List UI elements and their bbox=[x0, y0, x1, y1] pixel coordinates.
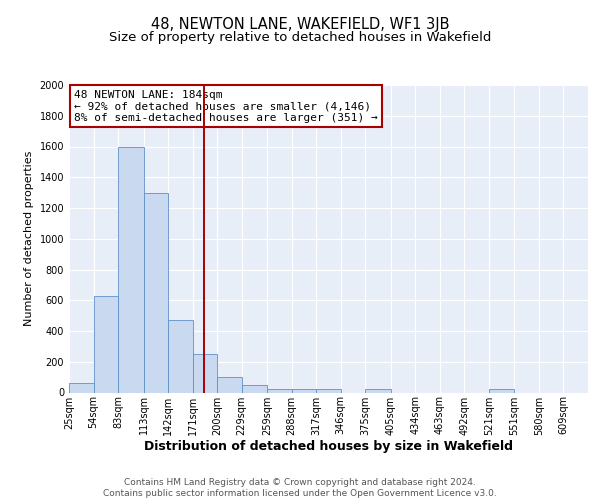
Bar bbox=[292, 390, 316, 392]
Text: 48 NEWTON LANE: 184sqm
← 92% of detached houses are smaller (4,146)
8% of semi-d: 48 NEWTON LANE: 184sqm ← 92% of detached… bbox=[74, 90, 378, 123]
Text: 48, NEWTON LANE, WAKEFIELD, WF1 3JB: 48, NEWTON LANE, WAKEFIELD, WF1 3JB bbox=[151, 18, 449, 32]
Bar bbox=[118, 146, 143, 392]
Bar bbox=[69, 382, 94, 392]
Bar bbox=[316, 390, 341, 392]
Bar bbox=[168, 320, 193, 392]
X-axis label: Distribution of detached houses by size in Wakefield: Distribution of detached houses by size … bbox=[144, 440, 513, 453]
Bar bbox=[217, 377, 242, 392]
Bar bbox=[489, 390, 514, 392]
Bar bbox=[242, 385, 267, 392]
Bar bbox=[143, 192, 168, 392]
Bar bbox=[193, 354, 217, 393]
Bar bbox=[94, 296, 118, 392]
Y-axis label: Number of detached properties: Number of detached properties bbox=[24, 151, 34, 326]
Text: Size of property relative to detached houses in Wakefield: Size of property relative to detached ho… bbox=[109, 31, 491, 44]
Bar bbox=[267, 388, 292, 392]
Bar bbox=[365, 390, 391, 392]
Text: Contains HM Land Registry data © Crown copyright and database right 2024.
Contai: Contains HM Land Registry data © Crown c… bbox=[103, 478, 497, 498]
